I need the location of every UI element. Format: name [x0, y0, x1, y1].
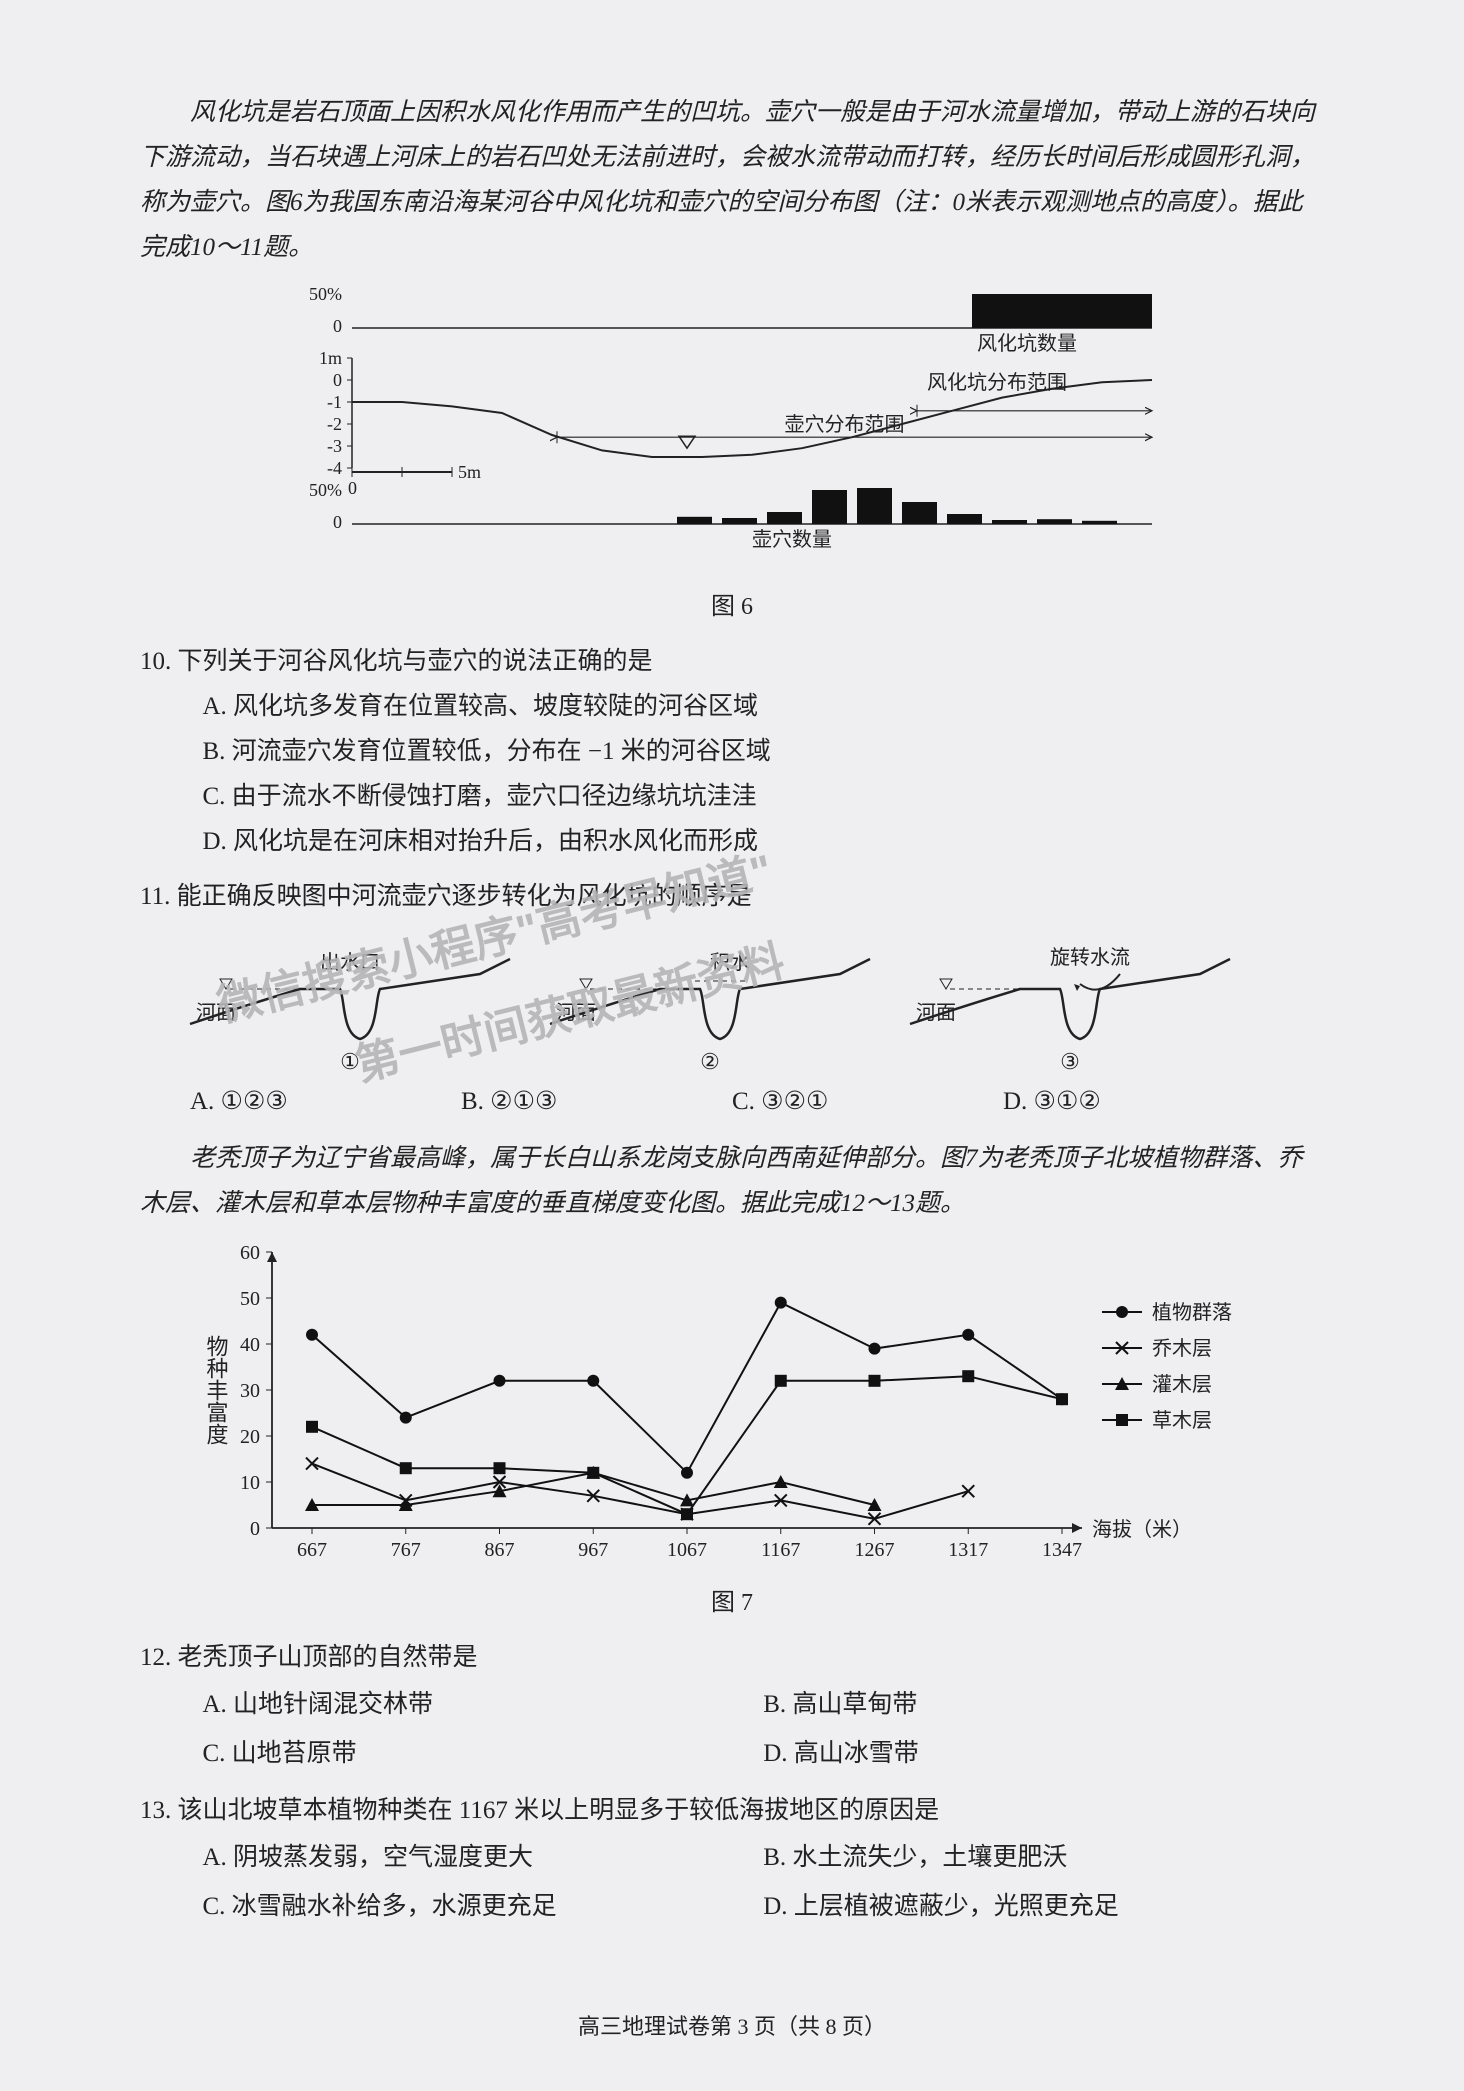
- svg-text:-1: -1: [327, 392, 342, 412]
- q11-diagram: 河面 ① 出水口河面 ② 积水河面 ③ 旋转水流: [140, 919, 1260, 1079]
- svg-text:1347: 1347: [1042, 1539, 1082, 1561]
- q10-opt-a: A. 风化坑多发育在位置较高、坡度较陡的河谷区域: [203, 684, 1325, 729]
- figure-7-label: 图 7: [182, 1582, 1282, 1625]
- svg-text:壶穴分布范围: 壶穴分布范围: [785, 413, 905, 436]
- svg-text:植物群落: 植物群落: [1152, 1301, 1232, 1324]
- q12-opt-a: A. 山地针阔混交林带: [203, 1680, 764, 1729]
- q11-opt-c: C. ③②①: [732, 1079, 1003, 1124]
- svg-text:967: 967: [578, 1539, 608, 1561]
- q11-stem: 11. 能正确反映图中河流壶穴逐步转化为风化坑的顺序是: [140, 874, 1324, 919]
- svg-text:-3: -3: [327, 436, 342, 456]
- svg-text:河面: 河面: [916, 1001, 956, 1024]
- q12-opt-b: B. 高山草甸带: [763, 1680, 1324, 1729]
- svg-text:60: 60: [240, 1242, 260, 1264]
- svg-text:出水口: 出水口: [320, 951, 380, 974]
- q10-opt-d: D. 风化坑是在河床相对抬升后，由积水风化而形成: [203, 819, 1325, 864]
- svg-text:风化坑分布范围: 风化坑分布范围: [927, 371, 1067, 394]
- figure-6: 50%0风化坑数量1m0-1-2-3-405m壶穴分布范围风化坑分布范围50%0…: [282, 282, 1182, 629]
- svg-text:0: 0: [333, 316, 342, 336]
- q13-opt-d: D. 上层植被遮蔽少，光照更充足: [763, 1882, 1324, 1931]
- q11-opt-a: A. ①②③: [190, 1079, 461, 1124]
- svg-text:灌木层: 灌木层: [1152, 1373, 1212, 1396]
- svg-text:河面: 河面: [196, 1001, 236, 1024]
- svg-text:③: ③: [1060, 1049, 1080, 1074]
- q13-stem: 13. 该山北坡草本植物种类在 1167 米以上明显多于较低海拔地区的原因是: [140, 1788, 1324, 1833]
- q12-opt-c: C. 山地苔原带: [203, 1729, 764, 1778]
- svg-text:草木层: 草木层: [1152, 1409, 1212, 1432]
- q12-opt-d: D. 高山冰雪带: [763, 1729, 1324, 1778]
- svg-text:1067: 1067: [667, 1539, 707, 1561]
- question-13: 13. 该山北坡草本植物种类在 1167 米以上明显多于较低海拔地区的原因是 A…: [140, 1788, 1324, 1931]
- figure-6-label: 图 6: [282, 586, 1182, 629]
- svg-text:①: ①: [340, 1049, 360, 1074]
- svg-text:867: 867: [485, 1539, 515, 1561]
- passage-2: 老秃顶子为辽宁省最高峰，属于长白山系龙岗支脉向西南延伸部分。图7为老秃顶子北坡植…: [140, 1136, 1324, 1226]
- q13-opt-b: B. 水土流失少，土壤更肥沃: [763, 1833, 1324, 1882]
- q12-stem: 12. 老秃顶子山顶部的自然带是: [140, 1635, 1324, 1680]
- question-11: 11. 能正确反映图中河流壶穴逐步转化为风化坑的顺序是 河面①出水口河面②积水河…: [140, 874, 1324, 1124]
- q11-options: A. ①②③ B. ②①③ C. ③②① D. ③①②: [190, 1079, 1274, 1124]
- question-12: 12. 老秃顶子山顶部的自然带是 A. 山地针阔混交林带 B. 高山草甸带 C.…: [140, 1635, 1324, 1778]
- svg-text:②: ②: [700, 1049, 720, 1074]
- svg-text:0: 0: [250, 1518, 260, 1540]
- q13-opt-a: A. 阴坡蒸发弱，空气湿度更大: [203, 1833, 764, 1882]
- svg-text:1m: 1m: [319, 348, 342, 368]
- svg-text:-4: -4: [327, 458, 342, 478]
- svg-text:10: 10: [240, 1472, 260, 1494]
- svg-text:0: 0: [333, 370, 342, 390]
- svg-text:40: 40: [240, 1334, 260, 1356]
- svg-text:5m: 5m: [458, 462, 481, 482]
- q10-opt-c: C. 由于流水不断侵蚀打磨，壶穴口径边缘坑坑洼洼: [203, 774, 1325, 819]
- page-footer: 高三地理试卷第 3 页（共 8 页）: [0, 2007, 1464, 2047]
- q11-opt-d: D. ③①②: [1003, 1079, 1274, 1124]
- svg-text:海拔（米）: 海拔（米）: [1092, 1518, 1192, 1541]
- svg-text:风化坑数量: 风化坑数量: [977, 332, 1077, 355]
- passage-1: 风化坑是岩石顶面上因积水风化作用而产生的凹坑。壶穴一般是由于河水流量增加，带动上…: [140, 90, 1324, 270]
- svg-text:1317: 1317: [948, 1539, 988, 1561]
- svg-text:50: 50: [240, 1288, 260, 1310]
- svg-text:壶穴数量: 壶穴数量: [752, 528, 832, 551]
- svg-text:-2: -2: [327, 414, 342, 434]
- q11-opt-b: B. ②①③: [461, 1079, 732, 1124]
- q10-stem: 10. 下列关于河谷风化坑与壶穴的说法正确的是: [140, 639, 1324, 684]
- svg-text:河面: 河面: [556, 1001, 596, 1024]
- question-10: 10. 下列关于河谷风化坑与壶穴的说法正确的是 A. 风化坑多发育在位置较高、坡…: [140, 639, 1324, 864]
- svg-text:50%: 50%: [309, 284, 342, 304]
- svg-text:物种丰富度: 物种丰富度: [204, 1335, 229, 1445]
- q10-opt-b: B. 河流壶穴发育位置较低，分布在 −1 米的河谷区域: [203, 729, 1325, 774]
- svg-text:积水: 积水: [710, 951, 750, 974]
- svg-text:乔木层: 乔木层: [1152, 1337, 1212, 1360]
- svg-text:667: 667: [297, 1539, 327, 1561]
- svg-text:0: 0: [348, 478, 357, 498]
- svg-text:20: 20: [240, 1426, 260, 1448]
- svg-text:767: 767: [391, 1539, 421, 1561]
- figure-7: 0 10 20 30 40 50 60 667 767 867 967 1067 1167 1267 131…: [182, 1238, 1282, 1625]
- svg-text:50%: 50%: [309, 480, 342, 500]
- svg-text:1167: 1167: [761, 1539, 800, 1561]
- svg-text:0: 0: [333, 512, 342, 532]
- svg-text:30: 30: [240, 1380, 260, 1402]
- q13-opt-c: C. 冰雪融水补给多，水源更充足: [203, 1882, 764, 1931]
- svg-text:旋转水流: 旋转水流: [1050, 946, 1130, 969]
- svg-text:1267: 1267: [855, 1539, 895, 1561]
